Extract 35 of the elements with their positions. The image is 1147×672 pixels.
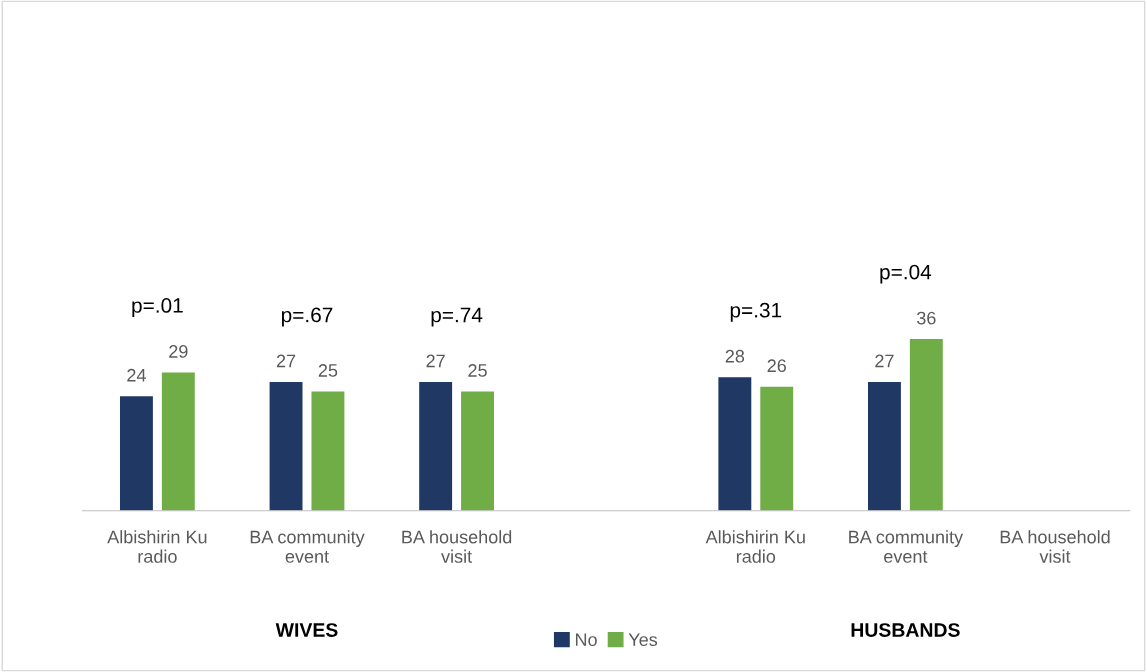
data-label: 27 (426, 354, 445, 368)
text: p=.04 (880, 264, 932, 284)
x-tick-label: Albishirin Ku radio (705, 530, 805, 563)
data-label: 27 (875, 354, 894, 368)
data-label: 36 (916, 311, 936, 325)
text: p=.67 (281, 307, 333, 327)
x-tick-label: BA community event (849, 530, 964, 563)
legend-label: No (575, 633, 597, 647)
data-label: 27 (276, 354, 296, 368)
text: HUSBANDS (851, 623, 960, 637)
bar (311, 391, 345, 511)
data-label: 28 (725, 349, 745, 363)
bar (718, 377, 752, 511)
bar (909, 339, 943, 511)
text: p=.01 (132, 298, 183, 317)
x-tick-label: BA community event (250, 530, 365, 563)
legend-label: Yes (628, 633, 658, 647)
bar (760, 386, 794, 511)
bar (119, 396, 153, 511)
text: p=.74 (431, 307, 483, 327)
bar (269, 382, 303, 511)
x-tick-label: Albishirin Ku radio (107, 530, 207, 563)
bar (419, 382, 453, 511)
data-label: 25 (318, 364, 338, 377)
bar (161, 372, 195, 511)
bar (461, 391, 494, 511)
text: WIVES (275, 623, 338, 637)
data-label: 29 (169, 345, 188, 358)
bar (867, 382, 901, 511)
text: p=.31 (730, 302, 782, 322)
data-label: 26 (767, 359, 786, 373)
data-label: 25 (468, 364, 487, 377)
x-tick-label: BA household visit (1000, 530, 1110, 563)
data-label: 24 (127, 368, 146, 382)
x-tick-label: BA household visit (402, 530, 512, 563)
